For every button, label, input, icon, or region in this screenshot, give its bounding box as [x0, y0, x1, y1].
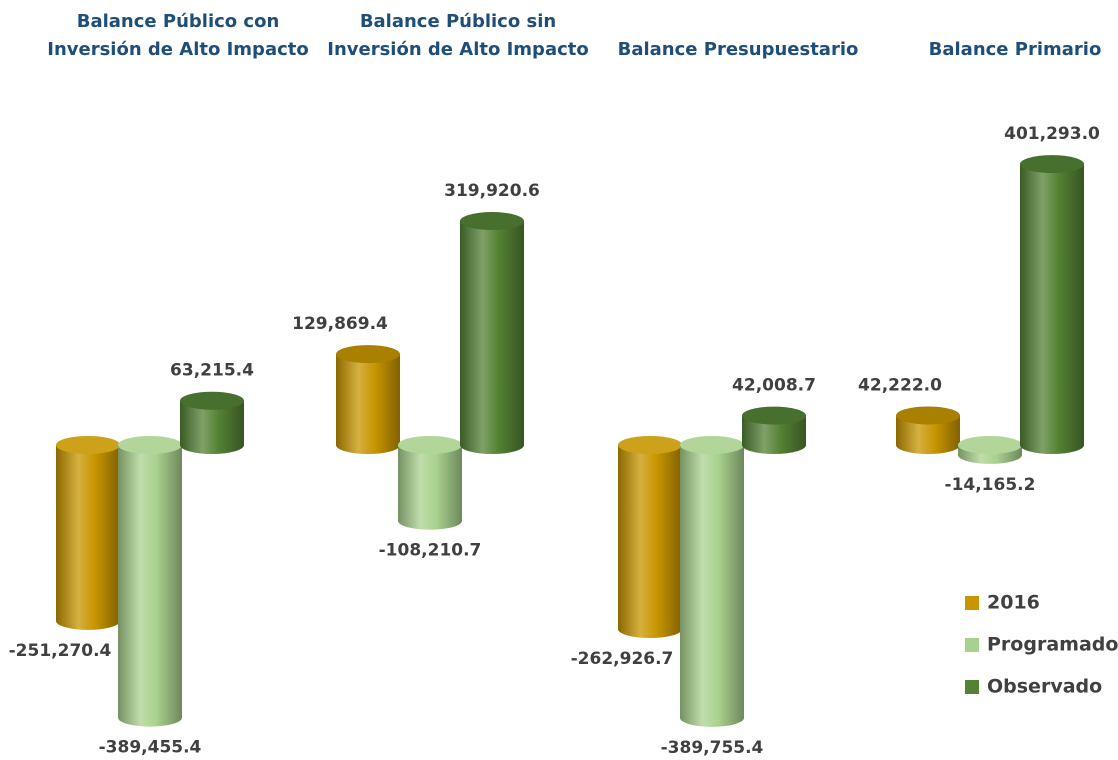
data-label: 42,008.7 — [732, 376, 816, 396]
cylinder-top — [896, 406, 960, 425]
group-title: Balance Presupuestario — [618, 39, 859, 60]
cylinder-top — [336, 345, 400, 364]
bar — [680, 445, 744, 718]
legend-swatch — [965, 680, 979, 694]
cylinder-top — [1020, 155, 1084, 174]
group-title: Balance Público sin — [360, 11, 556, 32]
data-label: 63,215.4 — [170, 361, 254, 381]
cylinder-top — [460, 212, 524, 231]
data-label: -262,926.7 — [571, 649, 674, 669]
cylinder-top — [742, 406, 806, 425]
group-title: Inversión de Alto Impacto — [327, 39, 588, 60]
data-label: 129,869.4 — [292, 314, 388, 334]
legend-swatch — [965, 596, 979, 610]
bar — [618, 445, 682, 630]
data-label: 319,920.6 — [444, 181, 540, 201]
data-label: -14,165.2 — [945, 475, 1036, 495]
data-label: -389,455.4 — [99, 738, 202, 758]
group-title: Inversión de Alto Impacto — [47, 39, 308, 60]
bar — [460, 221, 524, 445]
cylinder-top — [618, 436, 682, 454]
cylinder-top — [118, 436, 182, 454]
bar — [1020, 164, 1084, 445]
data-label: -251,270.4 — [9, 641, 112, 661]
cylinder-top — [398, 436, 462, 454]
legend-swatch — [965, 638, 979, 652]
group-title: Balance Público con — [77, 11, 280, 32]
data-label: 42,222.0 — [858, 375, 942, 395]
cylinder-top — [680, 436, 744, 454]
legend-label: Programado — [987, 634, 1118, 656]
legend-label: Observado — [987, 676, 1102, 698]
cylinder-top — [180, 391, 244, 410]
data-label: -389,755.4 — [661, 738, 764, 758]
bar — [398, 445, 462, 521]
data-label: 401,293.0 — [1004, 124, 1100, 144]
legend-label: 2016 — [987, 592, 1040, 614]
data-label: -108,210.7 — [379, 541, 482, 561]
group-title: Balance Primario — [929, 39, 1102, 60]
cylinder-top — [56, 436, 120, 454]
bar — [56, 445, 120, 621]
bar — [118, 445, 182, 718]
cylinder-top — [958, 436, 1022, 454]
bar — [336, 354, 400, 445]
